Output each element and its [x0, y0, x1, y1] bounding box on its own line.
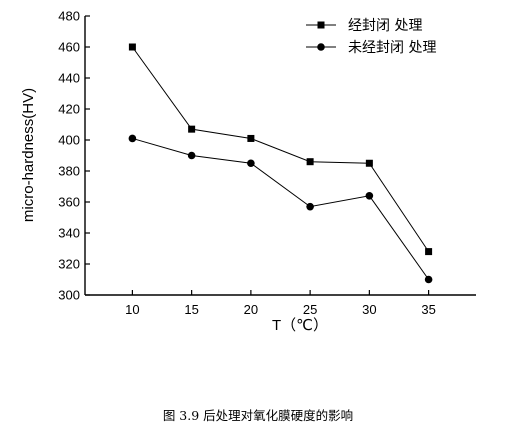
series-line	[131, 46, 430, 252]
hardness-line-chart: 300 320 340 360 380 400 420 440 460 480 10 15 20 25 3…	[20, 9, 476, 334]
series-2	[128, 134, 433, 284]
data-point	[306, 202, 314, 211]
data-point	[424, 275, 433, 284]
y-tick-label: 460	[58, 40, 80, 55]
y-ticks: 300 320 340 360 380 400 420 440 460 480	[58, 9, 90, 303]
x-tick-label: 25	[303, 302, 317, 317]
series-line	[132, 137, 430, 280]
y-tick-label: 380	[58, 164, 80, 179]
data-point	[128, 43, 136, 51]
y-tick-label: 440	[58, 71, 80, 86]
series-1	[128, 43, 433, 256]
x-tick-label: 15	[184, 302, 198, 317]
axes	[84, 16, 476, 296]
data-point	[365, 159, 373, 167]
legend-label: 经封闭 处理	[348, 18, 422, 34]
x-tick-label: 35	[421, 302, 435, 317]
x-tick-label: 30	[362, 302, 376, 317]
y-tick-label: 300	[58, 288, 80, 303]
data-point	[306, 158, 314, 166]
x-tick-label: 20	[244, 302, 258, 317]
y-tick-label: 320	[58, 257, 80, 272]
legend-label: 未经封闭 处理	[348, 40, 436, 56]
legend-marker	[317, 43, 325, 51]
data-point	[187, 151, 196, 160]
x-axis-label: T（℃）	[272, 317, 328, 334]
y-tick-label: 340	[58, 226, 80, 241]
data-point	[247, 159, 255, 168]
y-tick-label: 420	[58, 102, 80, 117]
data-point	[247, 134, 255, 142]
y-axis-label: micro-hardness(HV)	[20, 88, 37, 222]
data-point	[365, 192, 374, 200]
y-tick-label: 480	[58, 9, 80, 24]
series-layer	[128, 43, 433, 284]
data-point	[425, 248, 433, 256]
data-point	[188, 125, 196, 133]
y-tick-label: 400	[58, 133, 80, 148]
x-ticks: 10 15 20 25 30 35	[125, 290, 436, 317]
legend-marker	[317, 21, 325, 29]
figure-caption: 图 3.9 后处理对氧化膜硬度的影响	[162, 408, 354, 423]
y-tick-label: 360	[58, 195, 80, 210]
x-tick-label: 10	[125, 302, 139, 317]
data-point	[128, 134, 137, 143]
